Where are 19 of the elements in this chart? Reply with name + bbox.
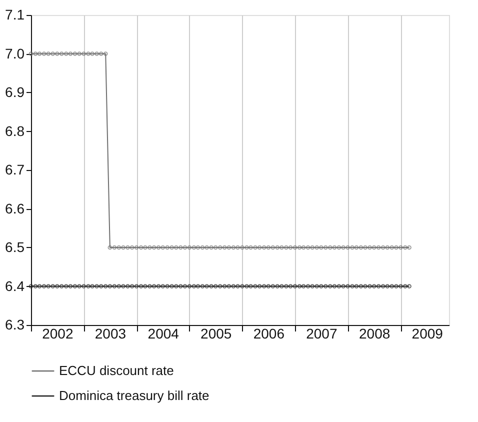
x-tick-label: 2006 (253, 326, 285, 342)
x-tick-label: 2005 (200, 326, 232, 342)
y-tick-label: 6.4 (5, 278, 25, 294)
y-tick-label: 6.6 (5, 200, 25, 216)
y-tick-label: 6.9 (5, 84, 25, 100)
y-tick-label: 6.8 (5, 122, 25, 139)
x-tick-label: 2008 (359, 326, 390, 342)
y-tick-label: 6.7 (5, 162, 25, 178)
x-tick-label: 2003 (94, 326, 126, 342)
legend-label: ECCU discount rate (59, 363, 174, 378)
legend-label: Dominica treasury bill rate (59, 388, 210, 403)
x-tick-label: 2004 (148, 326, 180, 342)
x-tick-label: 2009 (412, 326, 444, 342)
y-tick-label: 6.5 (5, 239, 25, 255)
y-tick-label: 7.0 (5, 45, 25, 62)
y-tick-label: 6.3 (5, 316, 25, 332)
x-tick-label: 2007 (306, 326, 338, 342)
y-tick-label: 7.1 (5, 6, 25, 22)
x-tick-label: 2002 (42, 326, 74, 342)
